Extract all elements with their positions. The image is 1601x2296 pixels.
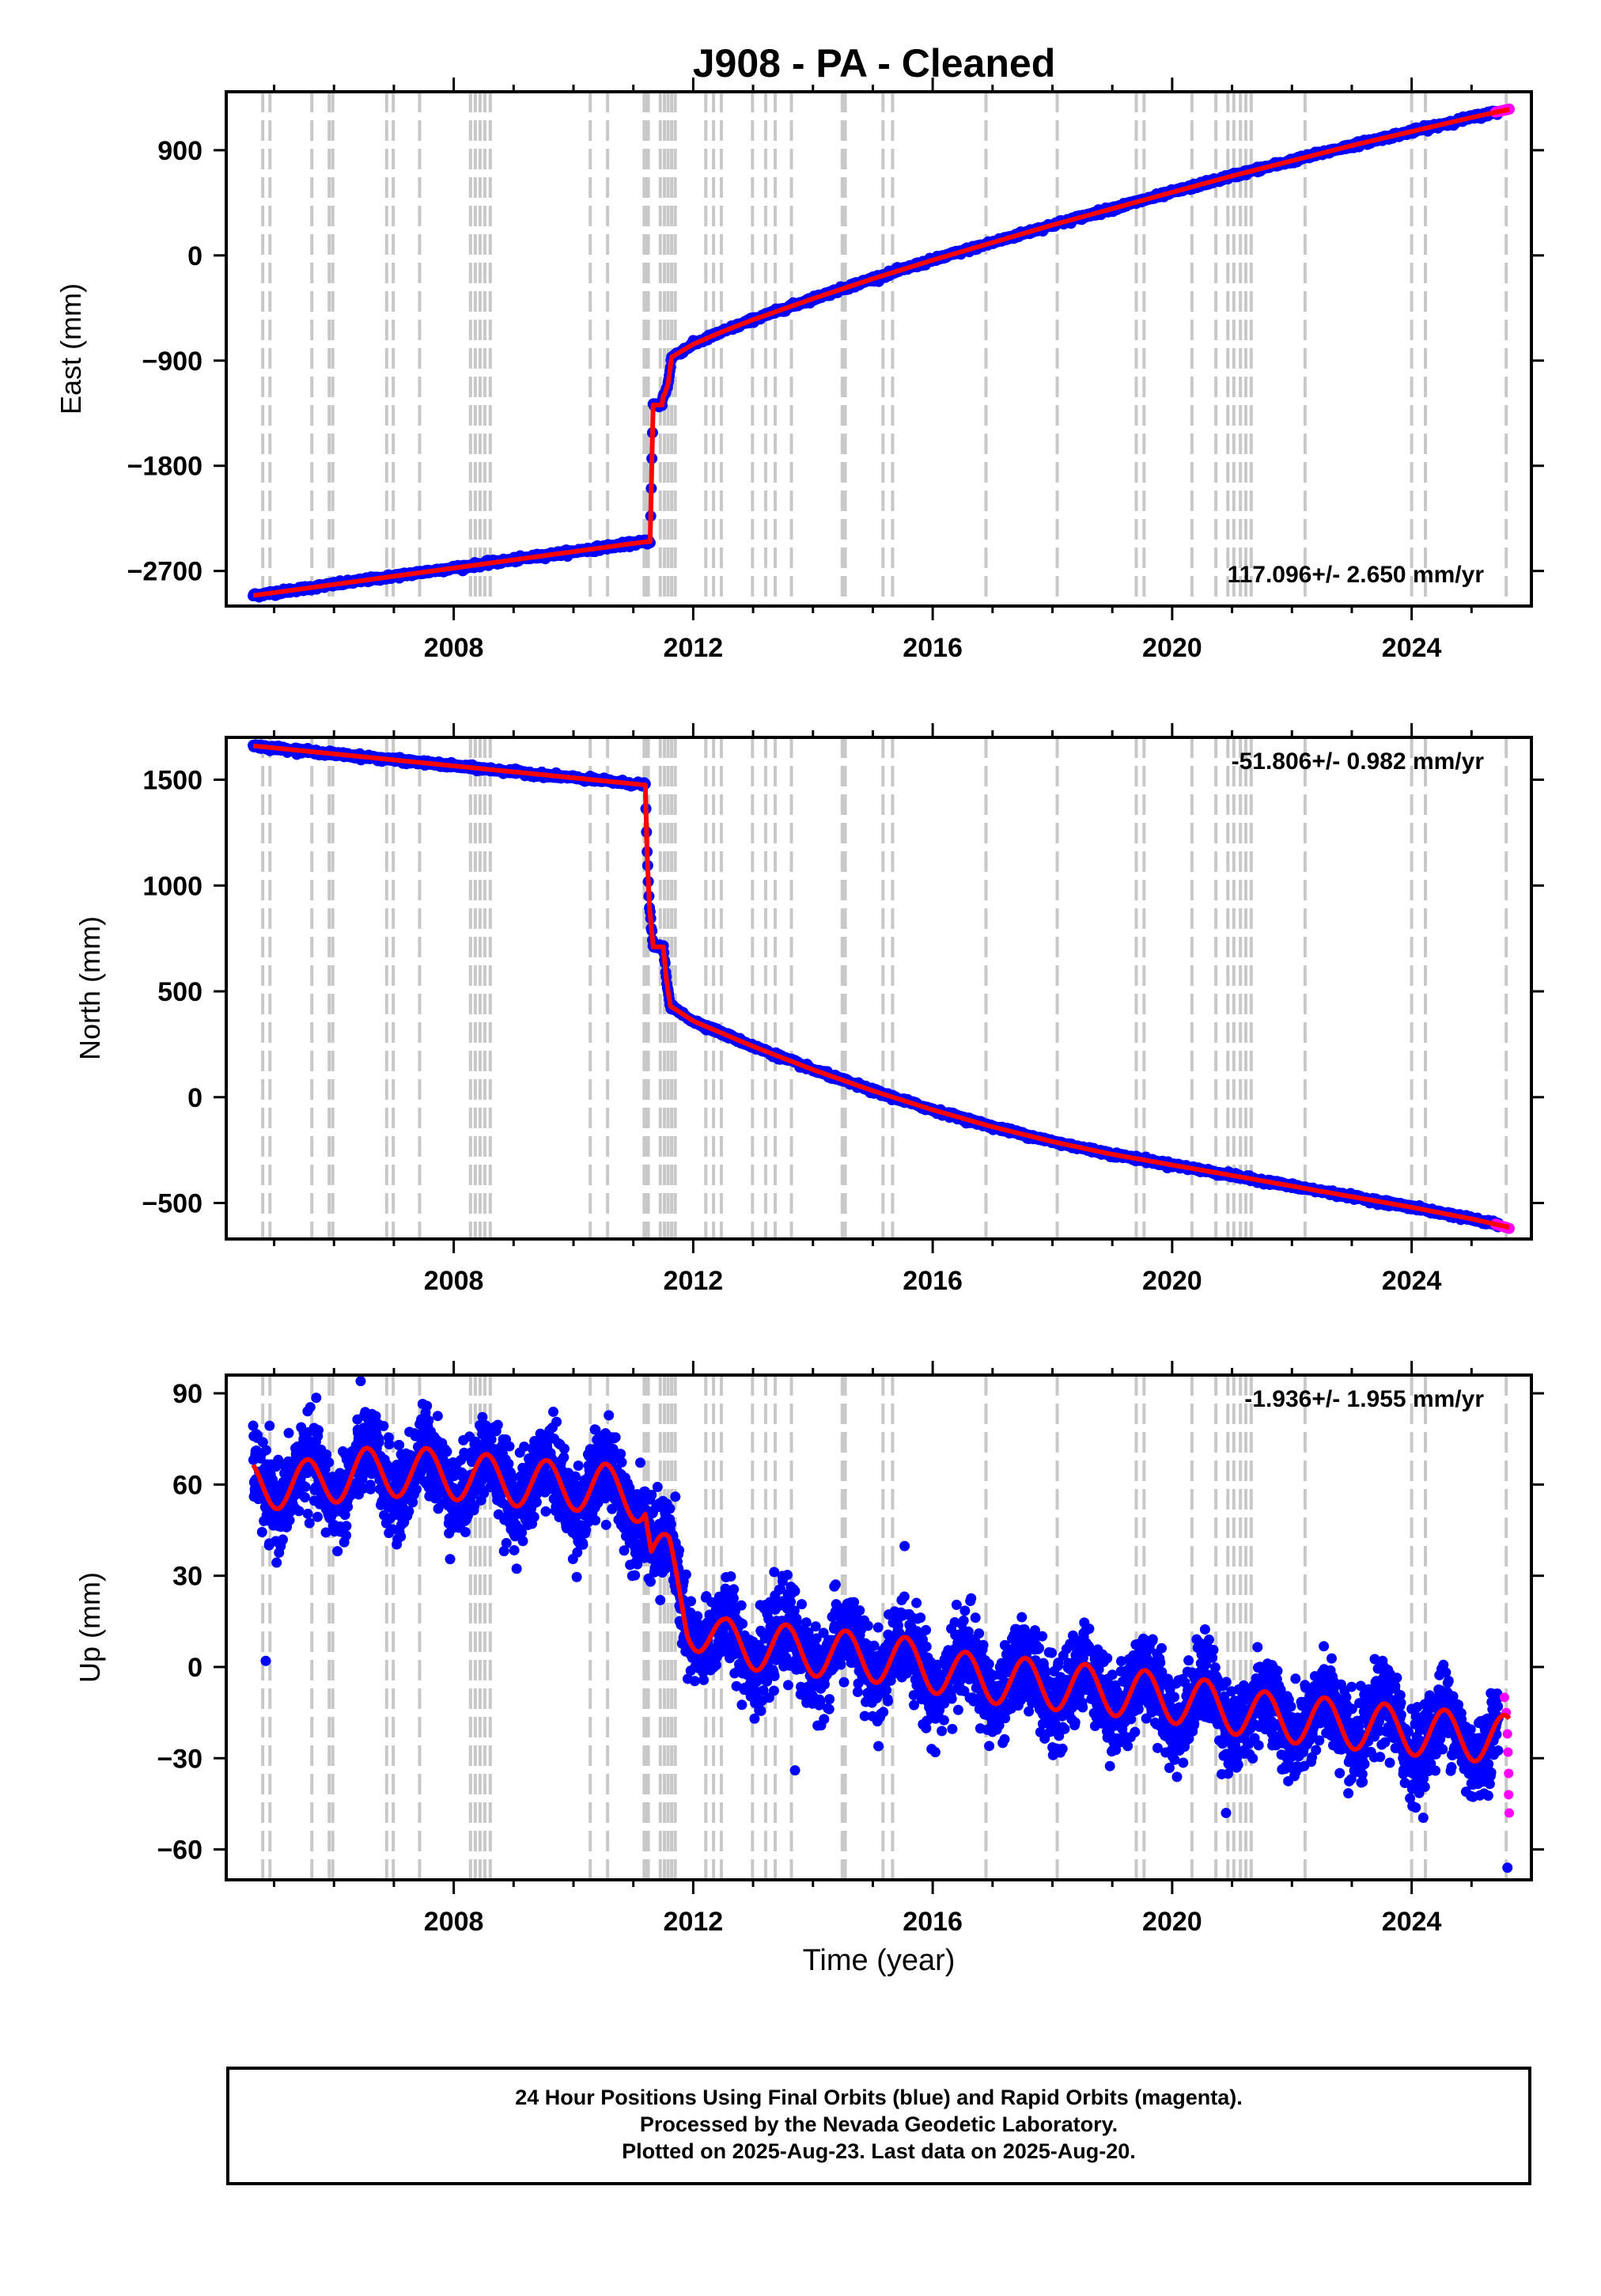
final-orbit-points [248, 105, 1504, 603]
x-tick-label: 2024 [1382, 1266, 1442, 1296]
y-tick-label: 900 [157, 136, 202, 166]
data-point [271, 1557, 282, 1568]
rate-label: 117.096+/- 2.650 mm/yr [1228, 562, 1485, 588]
y-axis-label: North (mm) [74, 916, 106, 1060]
data-point [256, 1526, 267, 1537]
data-point [264, 1420, 275, 1431]
x-tick-label: 2008 [424, 1266, 484, 1296]
x-tick-label: 2024 [1382, 633, 1442, 663]
model-curve [252, 743, 1510, 1230]
x-tick-label: 2020 [1142, 1266, 1202, 1296]
data-point [260, 1445, 271, 1456]
y-tick-label: −1800 [127, 452, 203, 482]
data-point [332, 1546, 343, 1557]
y-tick-label: 500 [157, 977, 202, 1007]
chart-title: J908 - PA - Cleaned [693, 41, 1056, 85]
data-point [378, 1420, 389, 1431]
y-tick-label: −2700 [127, 557, 203, 587]
data-point [341, 1521, 352, 1532]
x-tick-label: 2012 [664, 633, 724, 663]
data-point [293, 1506, 305, 1517]
plot-frame [225, 90, 1533, 608]
rate-label: -51.806+/- 0.982 mm/yr [1232, 748, 1485, 775]
x-tick-label: 2012 [664, 1266, 724, 1296]
data-point [343, 1502, 354, 1513]
panel-east: 2008 2012 2016 2020 2024 −2700 −1800 −900 0 900 Ea… [55, 78, 1544, 663]
data-point [299, 1492, 310, 1503]
y-tick-label: −900 [142, 347, 202, 377]
data-point [300, 1481, 311, 1492]
data-point [305, 1402, 316, 1413]
y-axis-label: East (mm) [55, 283, 87, 415]
y-tick-label: 1000 [142, 871, 202, 901]
data-point [324, 1457, 335, 1468]
final-orbit-points [248, 739, 1504, 1233]
x-tick-label: 2008 [424, 633, 484, 663]
data-point [283, 1427, 294, 1438]
y-tick-label: 0 [187, 1083, 202, 1113]
data-point [304, 1517, 315, 1529]
final-orbit-points [248, 1376, 1513, 1874]
data-point [365, 1483, 377, 1495]
model-curve [252, 107, 1510, 598]
x-tick-label: 2016 [903, 1266, 963, 1296]
data-point [312, 1511, 323, 1522]
x-tick-label: 2016 [903, 633, 963, 663]
data-point [355, 1376, 366, 1387]
data-point [302, 1508, 313, 1519]
panel-north: 2008 2012 2016 2020 2024 −500 0 500 1000 1500 Nort… [74, 723, 1544, 1296]
data-point [312, 1425, 324, 1436]
x-tick-label: 2020 [1142, 633, 1202, 663]
data-point [384, 1439, 395, 1450]
y-tick-label: 1500 [142, 766, 202, 796]
data-point [341, 1530, 352, 1541]
data-point [278, 1534, 289, 1545]
y-tick-label: −500 [142, 1189, 202, 1219]
data-point [373, 1437, 384, 1448]
y-tick-label: 0 [187, 241, 202, 271]
data-point [311, 1392, 322, 1404]
plot-frame [225, 736, 1533, 1241]
